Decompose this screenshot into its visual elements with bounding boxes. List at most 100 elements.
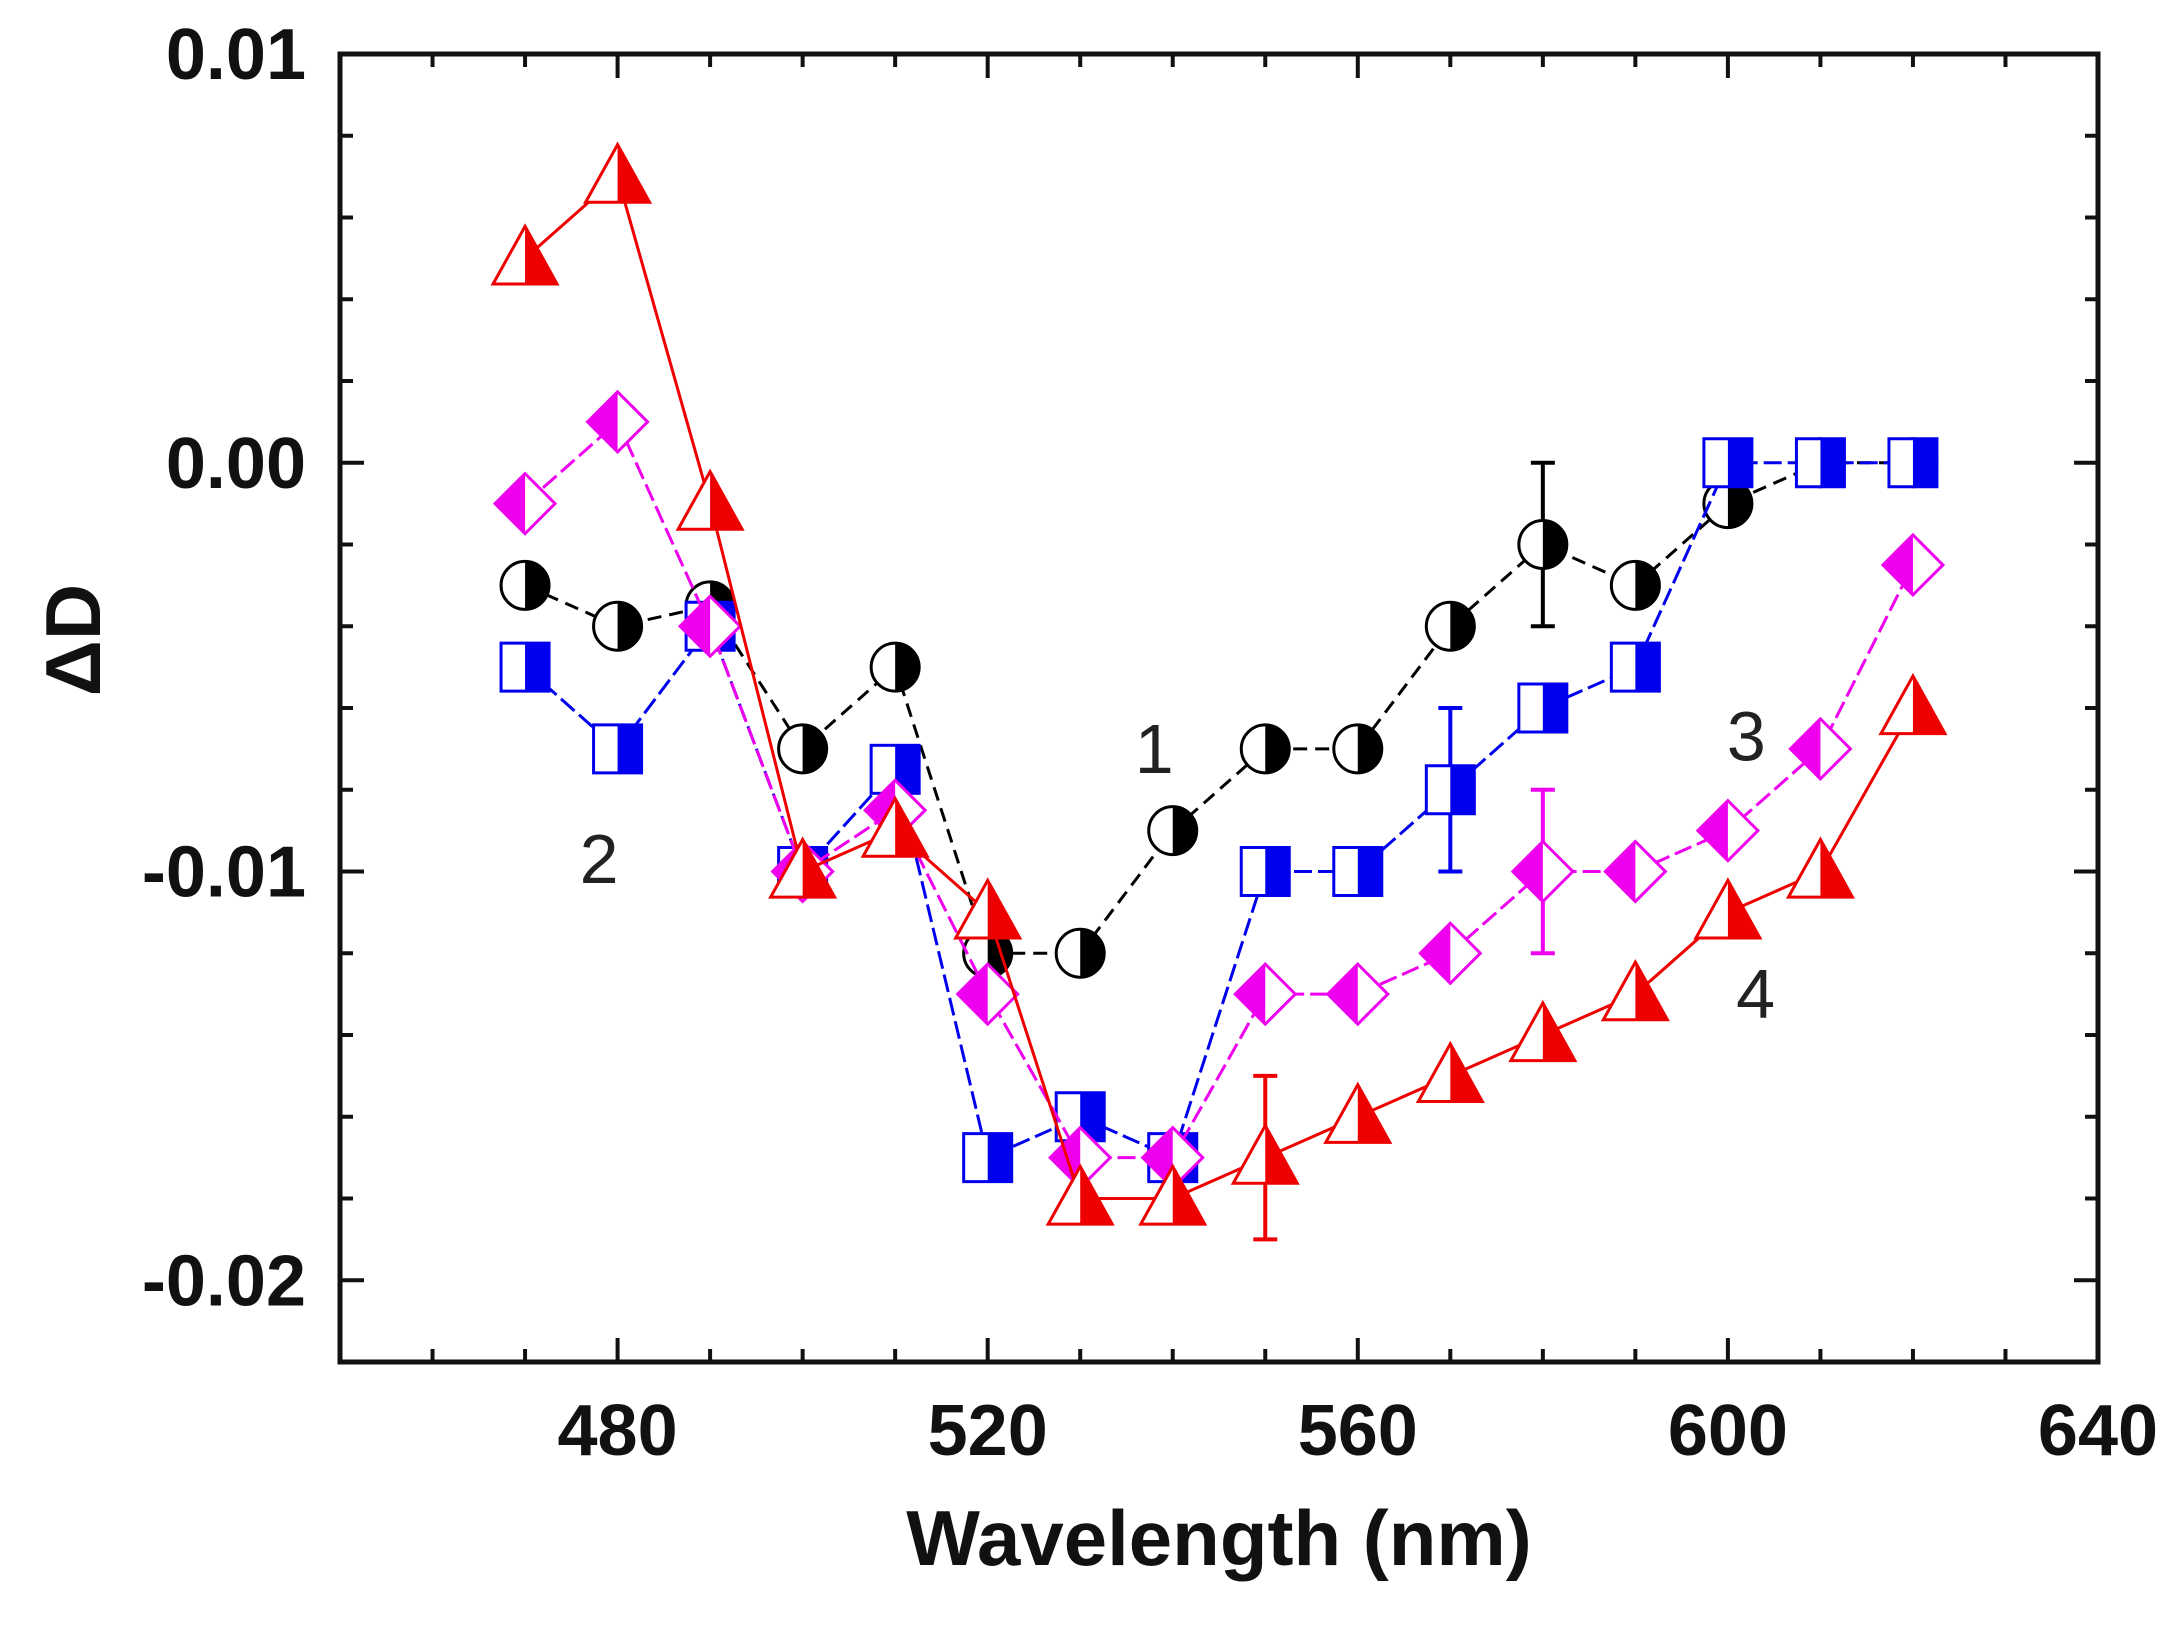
marker-fill bbox=[1450, 765, 1475, 814]
marker-fill bbox=[1635, 561, 1660, 610]
series-label-4: 4 bbox=[1736, 955, 1775, 1033]
marker-fill bbox=[1450, 1043, 1483, 1102]
x-tick-label: 600 bbox=[1668, 1391, 1788, 1471]
data-point bbox=[1609, 559, 1661, 611]
series-label-3: 3 bbox=[1727, 698, 1766, 776]
series-line bbox=[524, 419, 1915, 1160]
marker-fill bbox=[1172, 1166, 1205, 1225]
data-point bbox=[1233, 962, 1298, 1027]
marker-fill bbox=[1080, 1166, 1113, 1225]
data-point bbox=[1424, 600, 1476, 652]
marker-fill bbox=[710, 471, 743, 530]
data-point bbox=[953, 877, 1023, 940]
y-tick-label: -0.02 bbox=[142, 1241, 306, 1321]
data-point bbox=[592, 723, 644, 775]
data-point bbox=[1230, 1122, 1300, 1185]
marker-fill bbox=[587, 391, 618, 452]
marker-fill bbox=[1235, 964, 1266, 1025]
marker-fill bbox=[1450, 602, 1475, 651]
x-tick-label: 560 bbox=[1298, 1391, 1418, 1471]
data-point bbox=[1695, 798, 1761, 863]
data-point bbox=[1880, 532, 1946, 598]
marker-fill bbox=[1605, 841, 1636, 902]
marker-fill bbox=[1635, 643, 1660, 692]
marker-fill bbox=[987, 1133, 1012, 1182]
marker-fill bbox=[525, 561, 550, 610]
axis-tick-labels: 480 520 560 600 640 0.01 0.00 -0.01 -0.02 bbox=[142, 15, 2158, 1471]
marker-fill bbox=[895, 643, 920, 692]
data-point bbox=[1788, 716, 1853, 781]
data-point bbox=[1332, 846, 1384, 897]
y-axis-title: ΔD bbox=[29, 584, 117, 696]
data-point bbox=[592, 600, 644, 652]
marker-fill bbox=[617, 144, 650, 203]
series-label-1: 1 bbox=[1135, 710, 1174, 788]
data-point bbox=[1054, 927, 1106, 979]
marker-fill bbox=[495, 473, 526, 534]
marker-fill bbox=[1912, 676, 1945, 734]
y-tick-label: 0.01 bbox=[166, 15, 306, 95]
data-point bbox=[490, 223, 560, 286]
series-3 bbox=[492, 389, 1946, 1190]
marker-fill bbox=[1357, 724, 1382, 773]
marker-fill bbox=[1080, 929, 1105, 978]
data-point bbox=[583, 141, 653, 204]
data-point bbox=[1785, 836, 1855, 899]
data-point bbox=[1510, 839, 1575, 904]
data-point bbox=[1517, 682, 1569, 734]
marker-fill bbox=[1327, 964, 1358, 1025]
data-point bbox=[1424, 764, 1476, 816]
marker-fill bbox=[1635, 962, 1668, 1020]
data-point bbox=[585, 389, 650, 454]
data-point bbox=[777, 723, 829, 775]
marker-fill bbox=[1790, 718, 1821, 779]
data-point bbox=[1517, 519, 1569, 570]
data-point bbox=[1045, 1163, 1115, 1226]
data-point bbox=[768, 836, 838, 899]
data-point bbox=[499, 559, 551, 611]
plot-frame bbox=[337, 51, 2101, 1365]
marker-fill bbox=[1820, 839, 1853, 898]
marker-fill bbox=[1265, 1125, 1298, 1184]
series-label-2: 2 bbox=[580, 820, 619, 898]
data-point bbox=[1508, 999, 1578, 1063]
marker-fill bbox=[1727, 438, 1752, 487]
annotation-layer: 1 2 3 4 bbox=[580, 698, 1776, 1034]
x-tick-label: 640 bbox=[2038, 1391, 2158, 1471]
marker-fill bbox=[1420, 923, 1451, 984]
series-line bbox=[524, 461, 1913, 955]
series-4 bbox=[490, 141, 1948, 1242]
marker-fill bbox=[1357, 847, 1382, 896]
data-point bbox=[1887, 437, 1939, 489]
data-point bbox=[492, 471, 558, 536]
data-point bbox=[1239, 846, 1291, 897]
marker-fill bbox=[680, 596, 711, 657]
marker-fill bbox=[1142, 1127, 1173, 1188]
marker-fill bbox=[525, 226, 558, 284]
marker-fill bbox=[617, 724, 642, 773]
x-tick-label: 520 bbox=[928, 1391, 1048, 1471]
x-tick-label: 480 bbox=[558, 1391, 678, 1471]
data-point bbox=[1418, 921, 1483, 986]
data-point bbox=[962, 1132, 1014, 1184]
marker-fill bbox=[1542, 1003, 1575, 1061]
data-point bbox=[1693, 877, 1763, 940]
marker-fill bbox=[1727, 479, 1752, 528]
data-point bbox=[1138, 1163, 1208, 1226]
marker-fill bbox=[987, 880, 1020, 938]
series-layer bbox=[490, 141, 1948, 1242]
marker-fill bbox=[1912, 438, 1937, 487]
data-point bbox=[1603, 839, 1668, 904]
marker-fill bbox=[1265, 724, 1290, 773]
data-point bbox=[1609, 641, 1661, 693]
data-point bbox=[1239, 723, 1291, 775]
marker-fill bbox=[1512, 841, 1543, 902]
series-1 bbox=[499, 437, 1939, 979]
marker-fill bbox=[1542, 520, 1567, 569]
series-line bbox=[524, 461, 1913, 1160]
series-line bbox=[524, 173, 1915, 1200]
marker-fill bbox=[895, 798, 928, 857]
data-point bbox=[677, 594, 743, 659]
marker-fill bbox=[802, 724, 827, 773]
